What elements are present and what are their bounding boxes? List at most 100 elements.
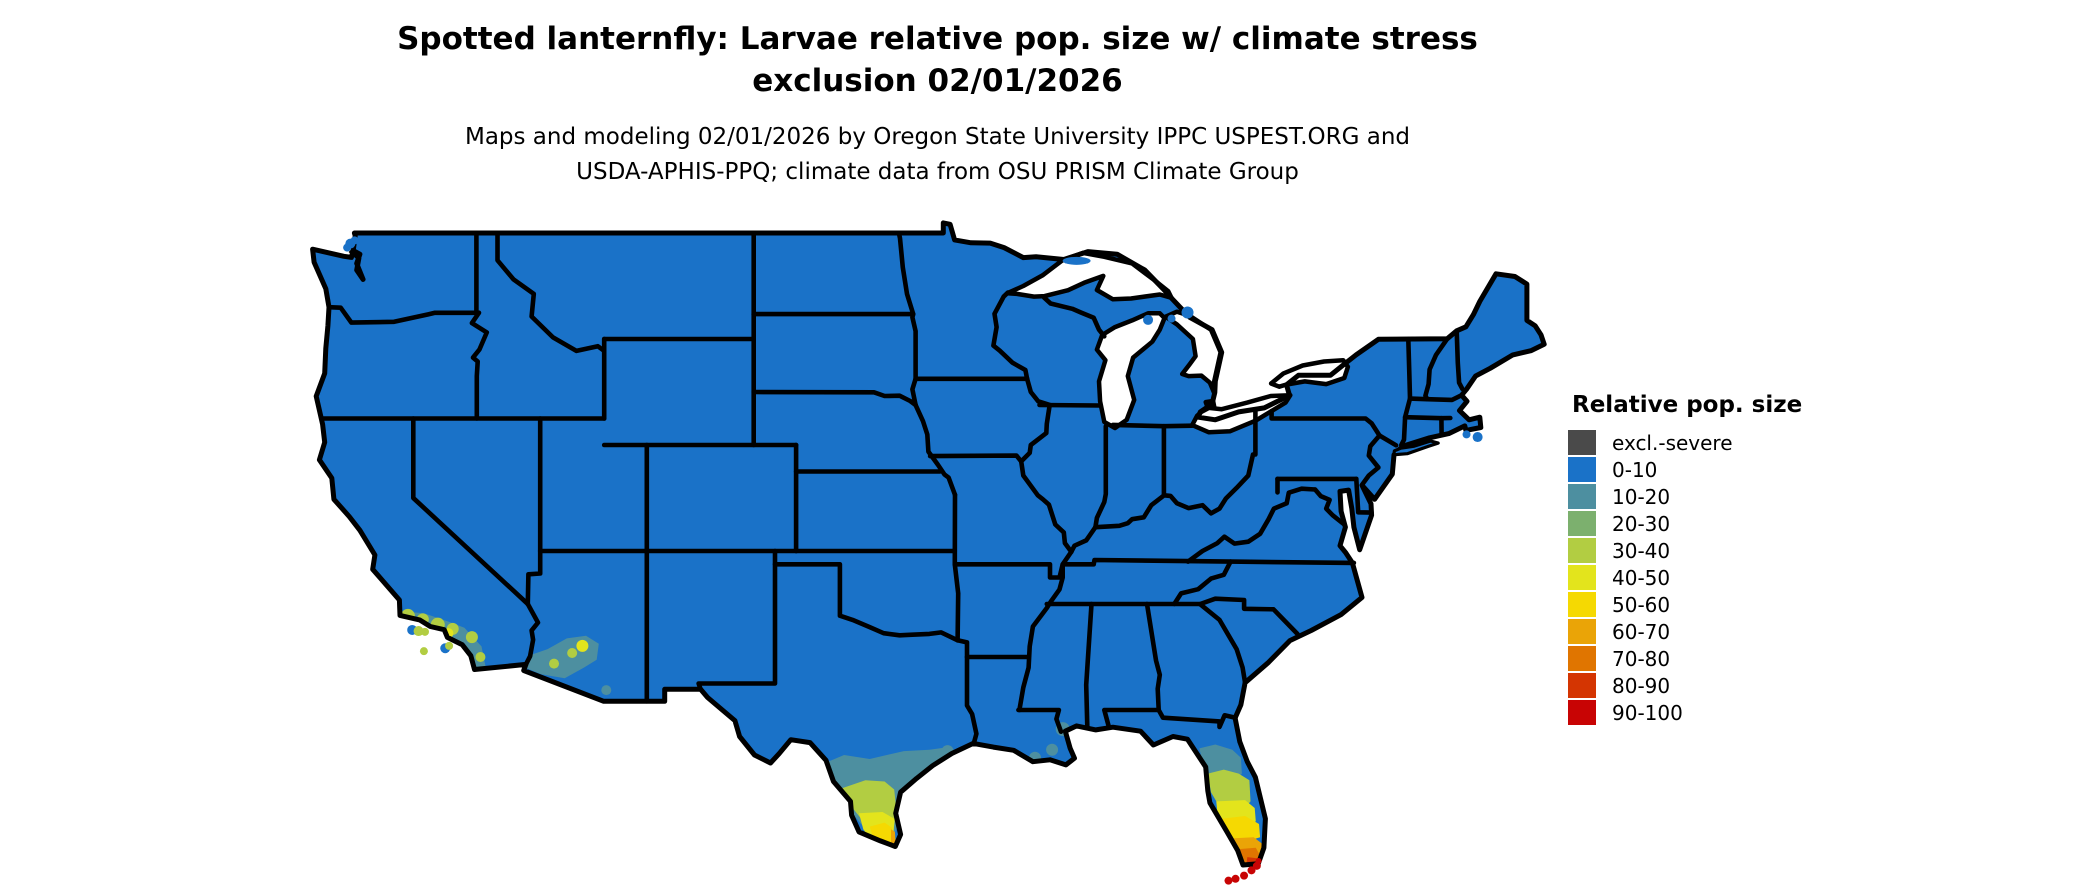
legend-swatch xyxy=(1568,430,1596,455)
state-border xyxy=(1093,452,1256,530)
island-dot xyxy=(1167,314,1176,323)
legend-item: 60-70 xyxy=(1568,618,1802,645)
state-border xyxy=(1312,487,1347,527)
legend-title: Relative pop. size xyxy=(1572,392,1803,418)
state-border xyxy=(955,638,979,746)
state-border xyxy=(525,548,543,607)
island-dot xyxy=(419,647,428,656)
legend: Relative pop. size excl.-severe 0-10 10-20… xyxy=(1568,392,1802,726)
patch-dot-40-50 xyxy=(576,639,589,652)
state-border xyxy=(991,290,1030,382)
legend-label: 0-10 xyxy=(1612,457,1658,482)
long-island xyxy=(1392,439,1440,457)
title-line-2: exclusion 02/01/2026 xyxy=(752,63,1123,99)
state-border xyxy=(696,548,778,692)
legend-swatch xyxy=(1568,592,1596,617)
subtitle-line-2: USDA-APHIS-PPQ; climate data from OSU PR… xyxy=(576,159,1299,185)
map-subtitle: Maps and modeling 02/01/2026 by Oregon S… xyxy=(0,120,1875,190)
island-dot xyxy=(343,243,352,252)
legend-label: 20-30 xyxy=(1612,511,1671,536)
map-title: Spotted lanternfly: Larvae relative pop.… xyxy=(0,18,1875,102)
legend-swatch xyxy=(1568,700,1596,725)
legend-label: 40-50 xyxy=(1612,565,1671,590)
state-border xyxy=(1423,336,1450,402)
patch-dot-10-20 xyxy=(1046,743,1059,756)
florida-keys-dot xyxy=(1240,871,1249,880)
state-border xyxy=(326,304,482,325)
patch-dot-10-20 xyxy=(601,685,612,696)
state-border xyxy=(1172,559,1233,607)
florida-keys-dot xyxy=(1224,876,1233,885)
legend-item: 0-10 xyxy=(1568,456,1802,483)
state-border xyxy=(952,562,961,643)
island-dot xyxy=(1062,256,1091,265)
legend-item: 40-50 xyxy=(1568,564,1802,591)
state-border xyxy=(523,601,541,667)
patch-dot-30-40 xyxy=(549,658,560,669)
legend-item: 50-60 xyxy=(1568,591,1802,618)
legend-label: 80-90 xyxy=(1612,673,1671,698)
state-border xyxy=(927,453,1024,464)
legend-swatch xyxy=(1568,538,1596,563)
state-border xyxy=(1083,601,1094,729)
legend-label: 50-60 xyxy=(1612,592,1671,617)
legend-item: 90-100 xyxy=(1568,699,1802,726)
legend-swatch xyxy=(1568,646,1596,671)
legend-label: excl.-severe xyxy=(1612,430,1733,455)
legend-label: 60-70 xyxy=(1612,619,1671,644)
state-border xyxy=(1156,707,1238,730)
state-border xyxy=(913,402,958,498)
island-dot xyxy=(413,626,424,637)
state-border xyxy=(896,230,916,317)
florida-keys-dot xyxy=(1252,861,1261,870)
state-border xyxy=(1093,423,1109,530)
state-border xyxy=(751,389,918,408)
legend-item: excl.-severe xyxy=(1568,429,1802,456)
state-border xyxy=(411,416,531,607)
coastline-outline xyxy=(310,220,1547,868)
legend-item: 80-90 xyxy=(1568,672,1802,699)
great-lake-2 xyxy=(1094,311,1167,431)
legend-swatch xyxy=(1568,619,1596,644)
state-border xyxy=(1144,601,1163,713)
state-border xyxy=(1377,433,1399,448)
legend-item: 20-30 xyxy=(1568,510,1802,537)
state-border xyxy=(1454,328,1465,392)
florida-keys-dot xyxy=(1247,866,1256,875)
island-dot xyxy=(1181,306,1194,319)
legend-label: 90-100 xyxy=(1612,700,1683,725)
land-fill xyxy=(312,222,1545,865)
legend-swatch xyxy=(1568,457,1596,482)
patch-dot-30-40 xyxy=(567,648,578,659)
state-border xyxy=(1102,707,1161,729)
legend-item: 10-20 xyxy=(1568,483,1802,510)
state-border xyxy=(495,230,607,354)
state-border xyxy=(1037,402,1103,408)
legend-label: 10-20 xyxy=(1612,484,1671,509)
state-border xyxy=(1062,557,1357,567)
state-border xyxy=(1198,602,1248,685)
state-border xyxy=(1185,486,1318,564)
legend-label: 30-40 xyxy=(1612,538,1671,563)
legend-item: 30-40 xyxy=(1568,537,1802,564)
state-border xyxy=(1016,707,1064,734)
legend-swatch xyxy=(1568,565,1596,590)
state-border xyxy=(469,310,490,421)
island-dot xyxy=(1472,432,1483,443)
island-dot xyxy=(420,627,429,636)
legend-item: 70-80 xyxy=(1568,645,1802,672)
state-border xyxy=(1269,408,1382,438)
legend-rows: excl.-severe 0-10 10-20 20-30 30-40 40-50 50-6… xyxy=(1568,429,1802,726)
island-dot xyxy=(350,236,359,245)
state-border xyxy=(910,311,918,408)
legend-swatch xyxy=(1568,484,1596,509)
state-border xyxy=(1069,524,1098,555)
state-border xyxy=(1399,336,1413,448)
subtitle-line-1: Maps and modeling 02/01/2026 by Oregon S… xyxy=(464,124,1411,150)
state-border xyxy=(1198,596,1300,637)
island-dot xyxy=(1462,430,1471,439)
patch-dot-30-40 xyxy=(475,652,486,662)
state-border xyxy=(1110,422,1195,429)
